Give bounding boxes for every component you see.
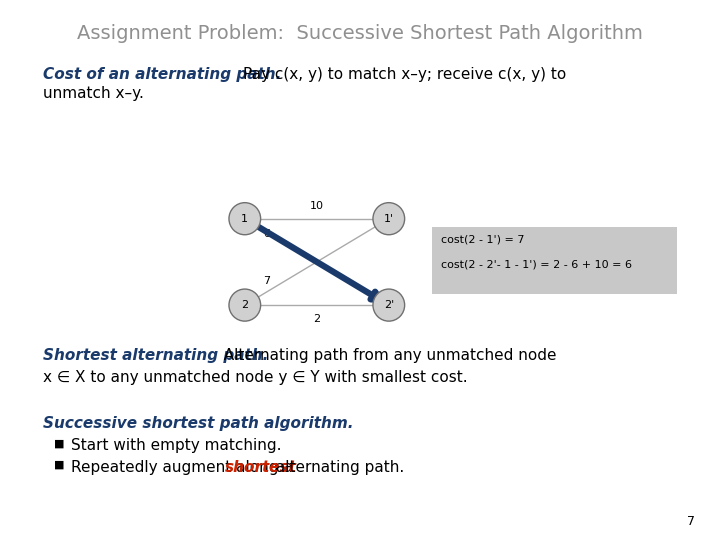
Text: Alternating path from any unmatched node: Alternating path from any unmatched node [214,348,557,363]
Text: Assignment Problem:  Successive Shortest Path Algorithm: Assignment Problem: Successive Shortest … [77,24,643,43]
Text: Successive shortest path algorithm.: Successive shortest path algorithm. [43,416,354,431]
Text: 7: 7 [263,276,270,287]
Ellipse shape [229,202,261,235]
Text: Cost of an alternating path.: Cost of an alternating path. [43,68,282,83]
Text: Start with empty matching.: Start with empty matching. [71,438,281,454]
Text: Shortest alternating path.: Shortest alternating path. [43,348,269,363]
Text: 1': 1' [384,214,394,224]
Text: 2: 2 [313,314,320,325]
Text: Repeatedly augment along a: Repeatedly augment along a [71,460,297,475]
Ellipse shape [229,289,261,321]
Text: Pay c(x, y) to match x–y; receive c(x, y) to: Pay c(x, y) to match x–y; receive c(x, y… [243,68,567,83]
Text: cost(2 - 1') = 7: cost(2 - 1') = 7 [441,235,524,245]
Ellipse shape [373,202,405,235]
Text: 7: 7 [687,515,695,528]
Ellipse shape [373,289,405,321]
Text: ■: ■ [54,438,65,449]
Text: 2: 2 [241,300,248,310]
Text: 6: 6 [263,228,270,239]
Text: unmatch x–y.: unmatch x–y. [43,86,144,102]
Text: x ∈ X to any unmatched node y ∈ Y with smallest cost.: x ∈ X to any unmatched node y ∈ Y with s… [43,370,468,385]
Text: 1: 1 [241,214,248,224]
Text: 10: 10 [310,200,324,211]
Text: alternating path.: alternating path. [271,460,404,475]
Bar [432,227,677,294]
Text: ■: ■ [54,460,65,470]
Text: cost(2 - 2'- 1 - 1') = 2 - 6 + 10 = 6: cost(2 - 2'- 1 - 1') = 2 - 6 + 10 = 6 [441,260,631,270]
Text: shortest: shortest [225,460,297,475]
Text: 2': 2' [384,300,394,310]
